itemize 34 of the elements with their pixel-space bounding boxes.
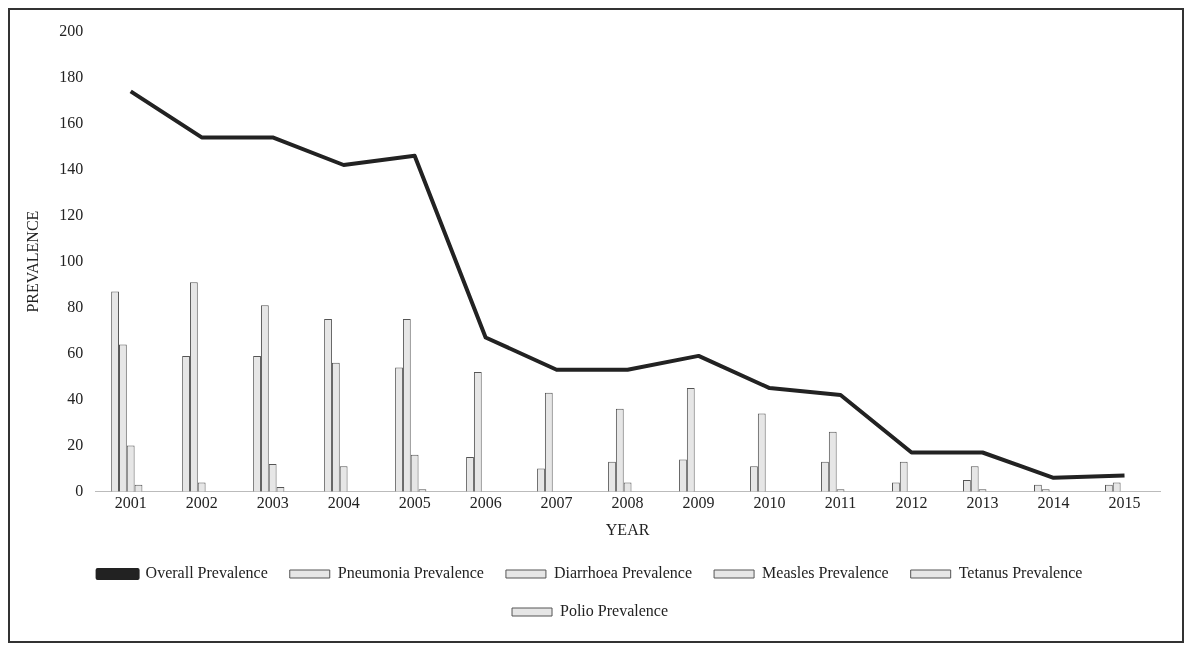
x-tick-label: 2015 <box>1108 494 1141 512</box>
y-tick-label: 160 <box>59 113 84 131</box>
y-tick-label: 140 <box>59 159 84 177</box>
y-tick-label: 20 <box>67 435 84 453</box>
x-tick-label: 2006 <box>469 494 502 512</box>
x-tick-label: 2010 <box>753 494 786 512</box>
x-tick-label: 2009 <box>682 494 715 512</box>
legend-label: Pneumonia Prevalence <box>337 564 484 582</box>
legend-label: Overall Prevalence <box>145 564 268 582</box>
y-tick-label: 0 <box>75 481 84 499</box>
legend-label: Tetanus Prevalence <box>958 564 1083 582</box>
x-tick-label: 2011 <box>824 494 857 512</box>
y-tick-label: 40 <box>67 389 84 407</box>
x-tick-label: 2014 <box>1037 494 1070 512</box>
y-tick-label: 180 <box>59 67 84 85</box>
y-tick-label: 120 <box>59 205 84 223</box>
y-tick-label: 100 <box>59 251 84 269</box>
x-axis-title: YEAR <box>605 520 650 538</box>
legend-label: Measles Prevalence <box>762 564 889 582</box>
x-tick-label: 2002 <box>185 494 218 512</box>
x-tick-label: 2005 <box>398 494 431 512</box>
x-tick-label: 2013 <box>966 494 999 512</box>
x-tick-label: 2007 <box>540 494 573 512</box>
y-tick-label: 80 <box>67 297 84 315</box>
x-tick-label: 2008 <box>611 494 644 512</box>
legend-label: Polio Prevalence <box>560 602 668 620</box>
x-tick-label: 2001 <box>114 494 147 512</box>
x-tick-label: 2003 <box>256 494 289 512</box>
y-tick-label: 200 <box>59 21 84 39</box>
x-tick-label: 2004 <box>327 494 360 512</box>
y-axis-title: PREVALENCE <box>23 210 41 313</box>
y-tick-label: 60 <box>67 343 84 361</box>
legend-label: Diarrhoea Prevalence <box>553 564 693 582</box>
x-tick-label: 2012 <box>895 494 928 512</box>
